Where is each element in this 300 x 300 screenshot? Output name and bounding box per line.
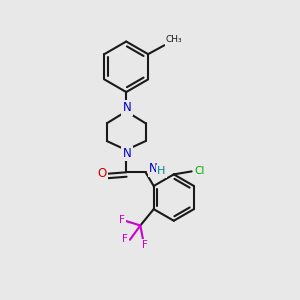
Text: F: F: [142, 240, 148, 250]
Text: N: N: [122, 101, 131, 114]
Text: CH₃: CH₃: [166, 35, 183, 44]
Text: Cl: Cl: [194, 166, 204, 176]
Text: F: F: [122, 234, 128, 244]
Text: N: N: [149, 162, 158, 175]
Text: H: H: [157, 167, 165, 176]
Text: O: O: [97, 167, 106, 180]
Text: N: N: [122, 147, 131, 160]
Text: F: F: [119, 215, 125, 225]
